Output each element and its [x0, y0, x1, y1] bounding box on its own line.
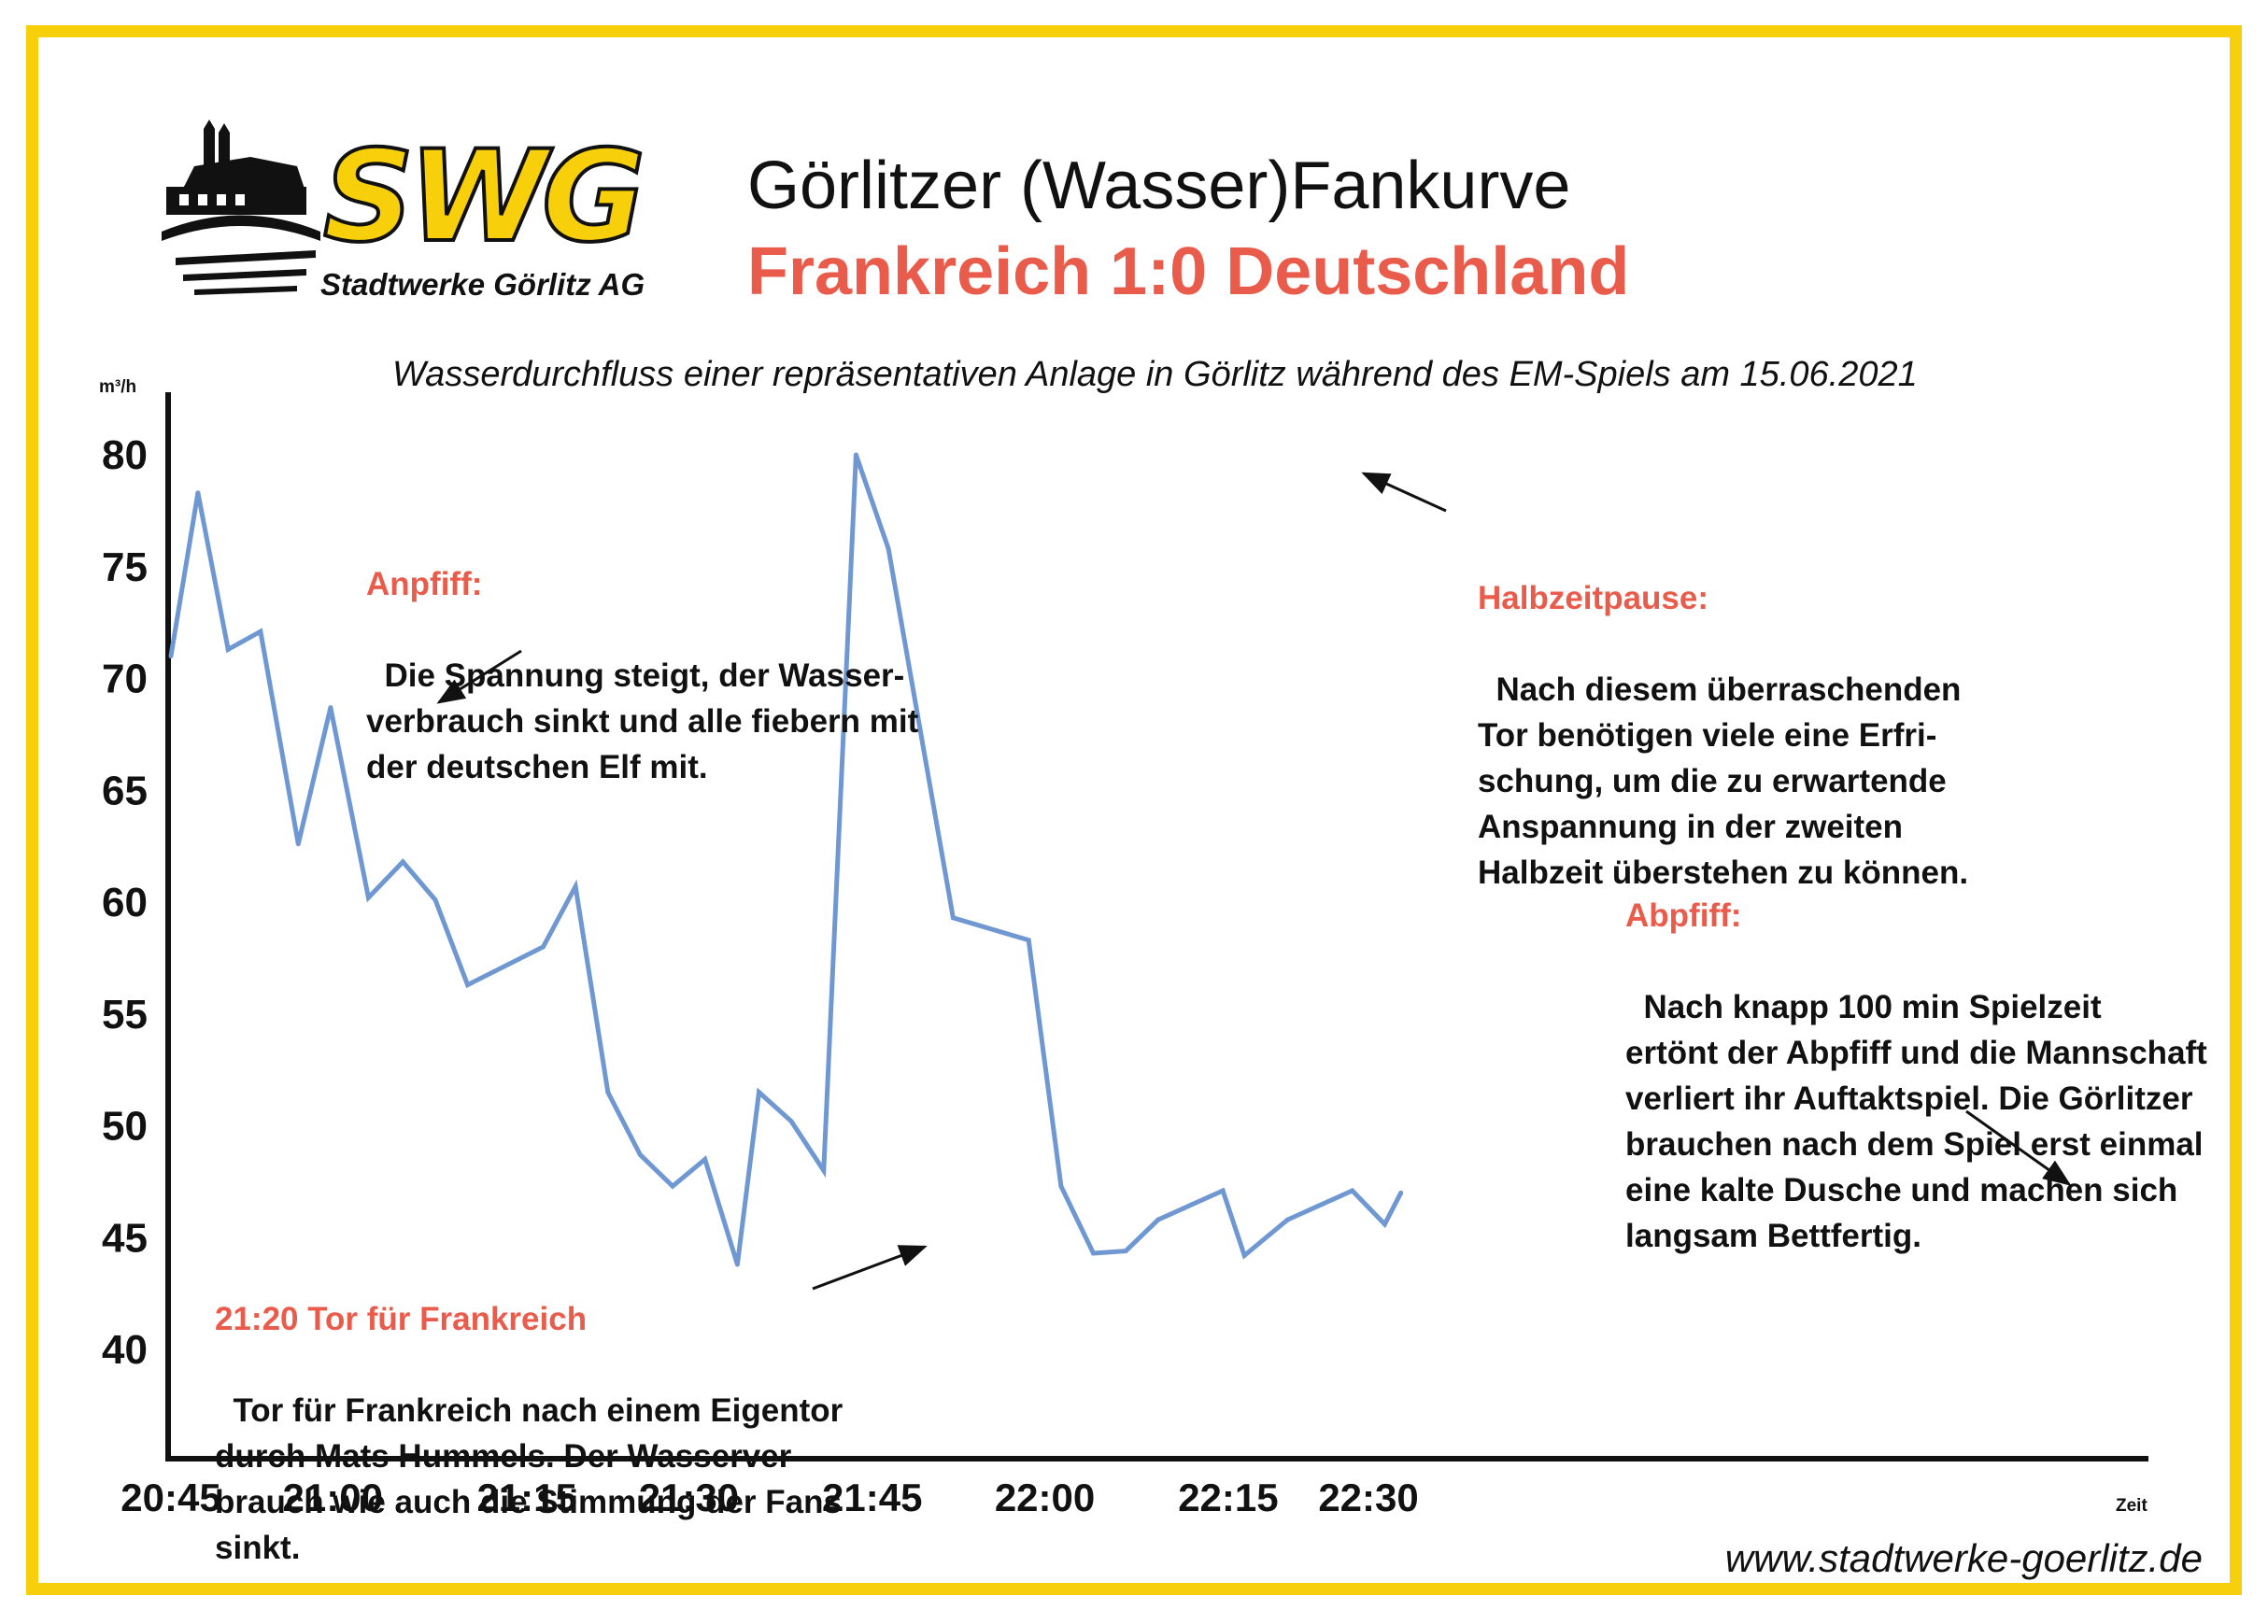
data-point — [1155, 1217, 1161, 1222]
website-link[interactable]: www.stadtwerke-goerlitz.de — [1724, 1536, 2203, 1580]
x-tick-label: 20:45 — [120, 1476, 220, 1519]
data-point — [853, 452, 858, 458]
data-point — [1123, 1249, 1128, 1254]
data-point — [734, 1262, 740, 1267]
x-tick-label: 21:00 — [283, 1476, 383, 1519]
x-axis-label: Zeit — [2116, 1496, 2148, 1516]
y-tick-label: 70 — [102, 657, 148, 702]
chart-title: Görlitzer (Wasser)Fankurve — [747, 148, 1571, 223]
data-point — [400, 859, 405, 865]
data-point — [328, 705, 333, 711]
y-tick-label: 60 — [102, 880, 148, 925]
swg-logo: SWG Stadtwerke Görlitz AG — [157, 110, 647, 306]
arrow-abpfiff — [1965, 1109, 2072, 1186]
chart-description: Wasserdurchfluss einer repräsentativen A… — [392, 355, 1918, 394]
x-tick-label: 22:30 — [1318, 1476, 1418, 1519]
y-axis-unit: m³/h — [99, 377, 136, 397]
y-tick-label: 55 — [102, 992, 148, 1038]
x-tick-label: 22:00 — [995, 1476, 1095, 1519]
arrow-anpfiff — [436, 649, 522, 704]
y-tick-label: 50 — [102, 1104, 148, 1150]
annotation-anpfiff: Anpfiff: Die Spannung steigt, der Wasser… — [366, 470, 918, 790]
data-point — [465, 982, 471, 988]
annotation-tor: 21:20 Tor für Frankreich Tor für Frankre… — [215, 1205, 843, 1571]
city-silhouette-icon — [162, 120, 320, 295]
y-tick-label: 45 — [102, 1215, 148, 1261]
annotation-abpfiff-heading: Abpfiff: — [1625, 897, 1742, 934]
logo-subtitle: Stadtwerke Görlitz AG — [320, 267, 645, 302]
data-point — [1398, 1190, 1404, 1195]
y-tick-label: 80 — [102, 432, 148, 478]
data-point — [1058, 1183, 1064, 1189]
y-tick-label: 65 — [102, 768, 148, 813]
data-point — [605, 1090, 611, 1095]
data-point — [168, 654, 174, 659]
data-point — [365, 895, 371, 900]
annotation-halbzeit-text: Nach diesem überraschenden Tor benötigen… — [1478, 671, 1969, 891]
x-tick-label: 21:15 — [476, 1476, 576, 1519]
data-point — [1241, 1252, 1247, 1258]
data-point — [540, 944, 546, 950]
annotation-halbzeit-heading: Halbzeitpause: — [1478, 580, 1708, 616]
x-tick-label: 21:45 — [822, 1476, 922, 1519]
data-point — [950, 915, 956, 921]
annotation-anpfiff-heading: Anpfiff: — [366, 566, 483, 602]
data-point — [788, 1119, 794, 1124]
data-point — [195, 490, 201, 496]
data-point — [1284, 1217, 1290, 1222]
annotation-tor-text: Tor für Frankreich nach einem Eigentor d… — [215, 1392, 843, 1566]
annotation-halbzeit: Halbzeitpause: Nach diesem überraschende… — [1478, 484, 1968, 896]
y-tick-label: 75 — [102, 544, 148, 590]
data-point — [1091, 1250, 1097, 1256]
annotation-tor-heading: 21:20 Tor für Frankreich — [215, 1301, 588, 1337]
data-point — [1382, 1222, 1387, 1227]
data-point — [1350, 1188, 1355, 1193]
series-line — [168, 454, 1403, 1265]
annotation-abpfiff: Abpfiff: Nach knapp 100 min Spielzeit er… — [1625, 801, 2207, 1259]
data-point — [670, 1183, 675, 1189]
annotation-anpfiff-text: Die Spannung steigt, der Wasser- verbrau… — [366, 657, 919, 785]
x-tick-label: 22:15 — [1178, 1476, 1278, 1519]
data-point — [756, 1090, 761, 1095]
data-point — [295, 841, 301, 847]
arrow-halbzeit — [1361, 472, 1447, 513]
page-frame — [26, 25, 2242, 1595]
annotation-abpfiff-text: Nach knapp 100 min Spielzeit ertönt der … — [1625, 989, 2207, 1254]
y-tick-label: 40 — [102, 1327, 148, 1373]
arrow-tor — [812, 1245, 928, 1291]
data-point — [432, 897, 438, 903]
data-point — [225, 646, 231, 652]
data-point — [573, 883, 578, 889]
data-point — [821, 1167, 827, 1173]
logo-letters: SWG — [321, 123, 647, 270]
x-tick-label: 21:30 — [639, 1476, 739, 1519]
data-point — [886, 546, 891, 552]
data-point — [258, 628, 263, 634]
data-point — [702, 1156, 708, 1162]
data-point — [1026, 938, 1031, 943]
data-point — [1220, 1188, 1226, 1193]
chart-subtitle: Frankreich 1:0 Deutschland — [747, 234, 1630, 309]
data-point — [637, 1152, 643, 1158]
